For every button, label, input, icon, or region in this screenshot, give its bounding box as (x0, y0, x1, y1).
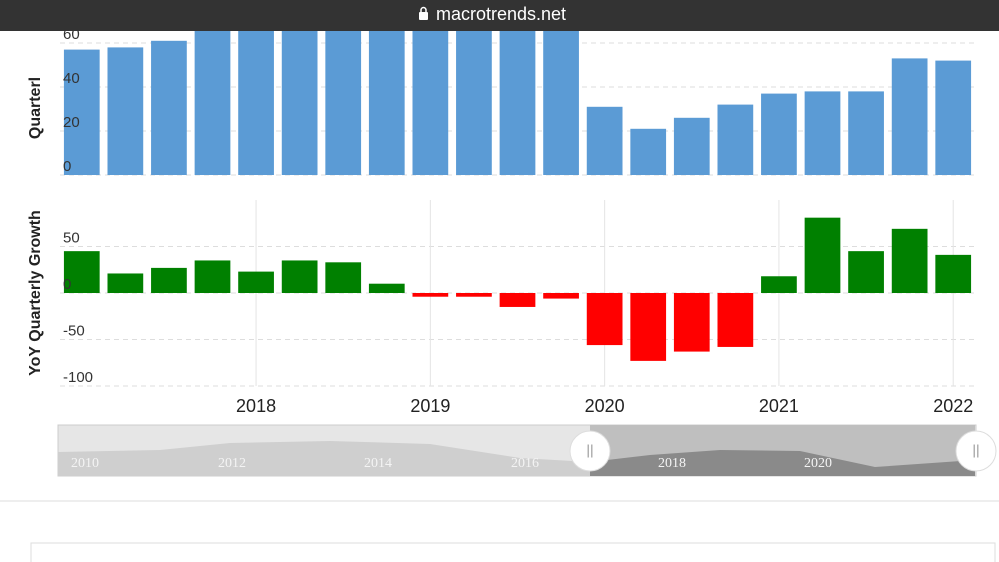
bar (543, 25, 579, 176)
bar (412, 25, 449, 176)
range-handle[interactable] (955, 430, 997, 472)
bar (412, 293, 449, 297)
bar (151, 267, 187, 293)
bar (804, 217, 841, 293)
y-tick-label: 20 (63, 114, 80, 131)
bar (499, 25, 536, 176)
bar (761, 93, 797, 175)
bar (194, 25, 231, 176)
bar (673, 293, 710, 352)
y-tick-label: 40 (63, 70, 80, 87)
bar (673, 117, 710, 175)
navigator-label: 2018 (658, 456, 686, 471)
navigator-label: 2020 (804, 456, 832, 471)
bar (717, 104, 754, 175)
y-tick-label: 0 (63, 276, 71, 293)
y-tick-label: 0 (63, 158, 71, 175)
bar (456, 25, 492, 176)
url: macrotrends.net (436, 4, 566, 24)
y-axis-label: YoY Quarterly Growth (27, 210, 44, 376)
bar (63, 251, 100, 293)
y-axis-label: Quarterl (27, 77, 44, 139)
y-tick-label: -50 (63, 322, 85, 339)
content-box (30, 542, 996, 562)
lock-shackle (420, 6, 427, 12)
bar (499, 293, 536, 307)
bar (107, 273, 144, 293)
bar (586, 106, 623, 175)
navigator-label: 2010 (71, 456, 99, 471)
bar (935, 254, 972, 293)
bar (935, 60, 972, 175)
navigator-label: 2014 (364, 456, 392, 471)
navigator-area (590, 450, 975, 476)
bar (630, 293, 667, 361)
bar (804, 91, 841, 175)
lock-icon (419, 12, 428, 20)
bar (194, 260, 231, 293)
navigator-area (58, 441, 590, 476)
bar (238, 271, 274, 293)
x-tick-label: 2019 (410, 396, 450, 416)
x-tick-label: 2021 (759, 396, 799, 416)
bar (848, 251, 884, 293)
bar (761, 276, 797, 293)
range-handle[interactable] (569, 430, 611, 472)
bar (368, 283, 405, 293)
bar (848, 91, 884, 175)
navigator-label: 2012 (218, 456, 246, 471)
bar (717, 293, 754, 347)
bar (456, 293, 492, 297)
x-tick-label: 2018 (236, 396, 276, 416)
bar (281, 25, 318, 176)
bar (151, 40, 187, 175)
bar (891, 228, 928, 293)
bar (891, 58, 928, 175)
x-tick-label: 2020 (585, 396, 625, 416)
x-tick-label: 2022 (933, 396, 973, 416)
y-tick-label: -100 (63, 369, 93, 386)
bar (325, 262, 362, 293)
handle-grip: || (586, 442, 593, 458)
y-tick-label: 50 (63, 229, 80, 246)
bar (543, 293, 579, 299)
bar (107, 47, 144, 175)
navigator: 2010 2012 2014 2016 2018 2020 (57, 424, 977, 477)
bar (63, 49, 100, 175)
bar (325, 25, 362, 176)
handle-grip: || (972, 442, 979, 458)
bar (586, 293, 623, 346)
bar (238, 25, 274, 176)
bar (630, 128, 667, 175)
bar (281, 260, 318, 293)
navigator-label: 2016 (511, 456, 539, 471)
browser-bar (0, 0, 999, 31)
bar (368, 25, 405, 176)
